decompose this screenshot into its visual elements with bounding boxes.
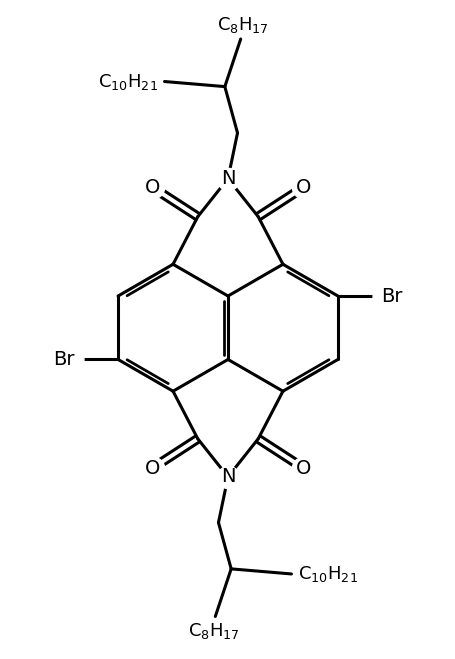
Text: O: O: [295, 459, 310, 478]
Text: C$_8$H$_{17}$: C$_8$H$_{17}$: [216, 14, 268, 35]
Text: N: N: [220, 169, 235, 188]
Text: Br: Br: [53, 350, 75, 369]
Text: O: O: [295, 178, 310, 197]
Text: C$_{10}$H$_{21}$: C$_{10}$H$_{21}$: [98, 72, 158, 92]
Text: C$_{10}$H$_{21}$: C$_{10}$H$_{21}$: [297, 564, 357, 584]
Text: N: N: [220, 467, 235, 486]
Text: O: O: [145, 459, 160, 478]
Text: O: O: [145, 178, 160, 197]
Text: C$_8$H$_{17}$: C$_8$H$_{17}$: [187, 621, 239, 641]
Text: Br: Br: [380, 287, 402, 306]
